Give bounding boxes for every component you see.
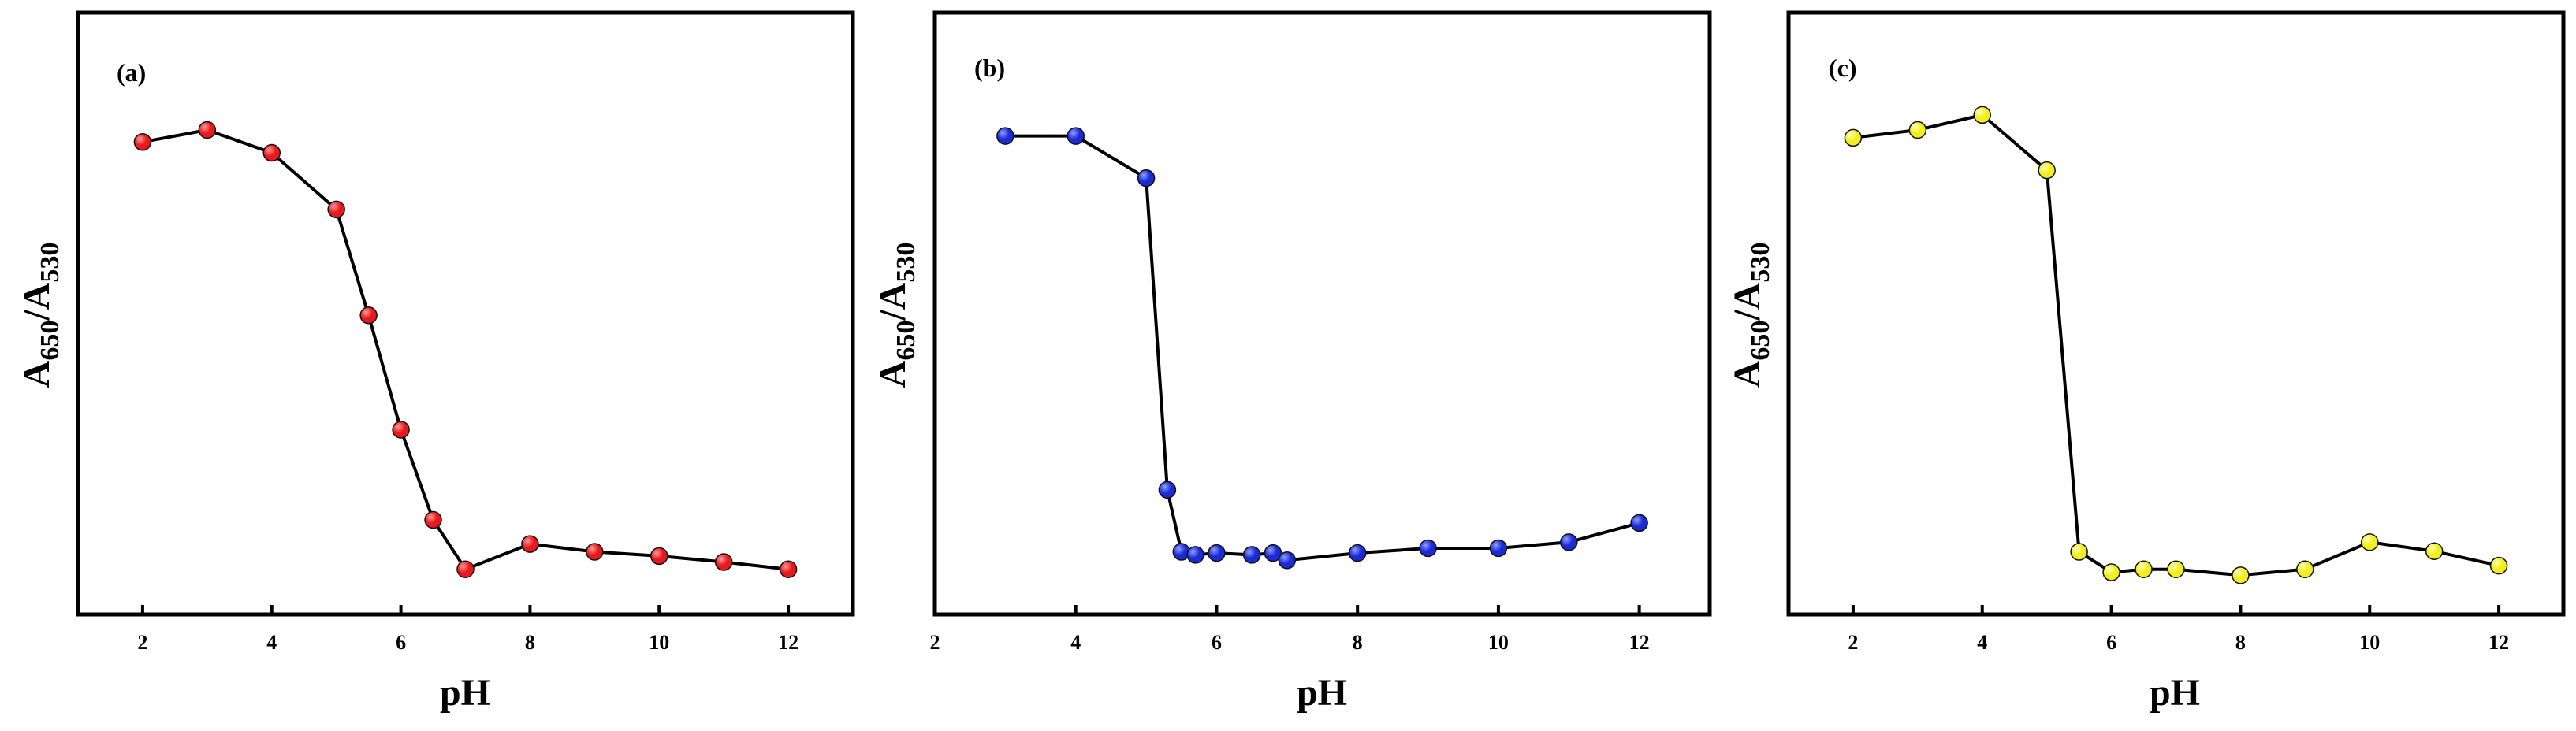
panel-c-data-point (2489, 556, 2508, 575)
panel-a-data-point (262, 143, 281, 162)
panel-b-data-point (1278, 551, 1297, 570)
panel-a-ticks: 2 4 6 8 10 12 (137, 605, 798, 654)
panel-b-xtick-label: 10 (1488, 631, 1509, 654)
panel-c-xtick-label: 2 (1848, 631, 1858, 654)
panel-b-xtick-label: 4 (1070, 631, 1081, 654)
panel-c-xtick-label: 6 (2106, 631, 2116, 654)
panel-b-data-point (1630, 514, 1648, 532)
panel-b-data-point (1067, 127, 1085, 145)
panel-a-data-point (521, 535, 539, 553)
panel-a-data-point (714, 553, 733, 571)
panel-b-ylabel: A650/A530 (872, 243, 921, 388)
panel-b-label: (b) (974, 54, 1005, 82)
panel-c-xtick-label: 10 (2359, 631, 2380, 654)
panel-b-data-point (1489, 539, 1508, 558)
panel-a-data-point (650, 547, 668, 566)
panel-b-xlabel: pH (1297, 672, 1347, 714)
panel-a-xtick-label: 4 (266, 631, 277, 654)
panel-c-data-point (2038, 161, 2056, 180)
panel-b-data-point (1560, 533, 1578, 551)
panel-a-ylabel: A650/A530 (16, 243, 65, 388)
panel-a-xtick-label: 2 (137, 631, 147, 654)
panel-a-frame (76, 10, 855, 617)
panel-c-xlabel: pH (2150, 672, 2200, 714)
panel-a-markers (133, 121, 798, 578)
panel-a-data-point (392, 421, 410, 439)
panel-b-xtick-label: 6 (1212, 631, 1222, 654)
panel-c-ticks: 2 4 6 8 10 12 (1848, 605, 2509, 654)
panel-c-data-point (2425, 542, 2444, 561)
panel-c-xtick-label: 8 (2235, 631, 2246, 654)
panel-a-data-point (198, 121, 217, 139)
panel-a-label: (a) (117, 58, 146, 87)
panel-a-data-point (424, 510, 442, 529)
panel-a-data-point (327, 200, 345, 219)
panel-b-ticks: 2 4 6 8 10 12 (930, 605, 1650, 654)
panel-c-data-point (2296, 560, 2314, 578)
panel-c-markers (1844, 106, 2508, 584)
panel-c-frame (1786, 10, 2566, 617)
panel-b-data-point (1242, 546, 1261, 564)
panel-c-series-line (1852, 113, 2500, 577)
panel-c-data-point (1844, 128, 1863, 147)
panel-c-data-point (2102, 563, 2120, 581)
panel-a: 2 4 6 8 10 12 (a) pH A650/A530 (16, 10, 855, 714)
panel-b-data-point (1419, 539, 1437, 558)
panel-b-series-line (1005, 134, 1640, 562)
panel-b-data-point (1186, 546, 1204, 564)
panel-b: 2 4 6 8 10 12 (b) pH A650/A530 (872, 10, 1712, 714)
panel-a-data-point (586, 543, 604, 561)
panel-c-xtick-label: 12 (2489, 631, 2509, 654)
panel-c-data-point (2167, 560, 2185, 578)
panel-a-data-point (359, 306, 378, 325)
panel-c-data-point (2070, 543, 2088, 561)
panel-a-xtick-label: 10 (649, 631, 669, 654)
panel-a-xtick-label: 12 (778, 631, 798, 654)
panel-c-data-point (1973, 106, 1991, 124)
panel-a-series-line (142, 128, 789, 571)
panel-c-data-point (2135, 560, 2153, 578)
panel-a-data-point (133, 133, 152, 151)
panel-b-frame (932, 10, 1712, 617)
panel-b-data-point (1158, 481, 1177, 499)
panel-c-data-point (2361, 533, 2379, 551)
panel-b-data-point (1208, 544, 1226, 562)
panel-b-data-point (1348, 544, 1367, 562)
panel-b-markers (996, 127, 1648, 570)
panel-b-data-point (1137, 169, 1156, 187)
panel-c-data-point (1908, 121, 1927, 139)
panel-c-ylabel: A650/A530 (1726, 243, 1775, 388)
panel-b-data-point (1264, 544, 1282, 562)
panel-b-xtick-label: 2 (930, 631, 940, 654)
panel-c-label: (c) (1829, 54, 1857, 82)
panel-a-data-point (779, 560, 798, 578)
panel-b-xtick-label: 8 (1353, 631, 1363, 654)
panel-a-xlabel: pH (440, 672, 490, 714)
panel-a-data-point (456, 560, 475, 578)
panel-c: 2 4 6 8 10 12 (c) pH A650/A530 (1726, 10, 2566, 714)
panel-b-xtick-label: 12 (1629, 631, 1650, 654)
panel-c-xtick-label: 4 (1977, 631, 1987, 654)
panel-b-data-point (996, 127, 1014, 145)
panel-c-data-point (2232, 566, 2250, 584)
panel-a-xtick-label: 6 (396, 631, 406, 654)
panel-a-xtick-label: 8 (525, 631, 535, 654)
